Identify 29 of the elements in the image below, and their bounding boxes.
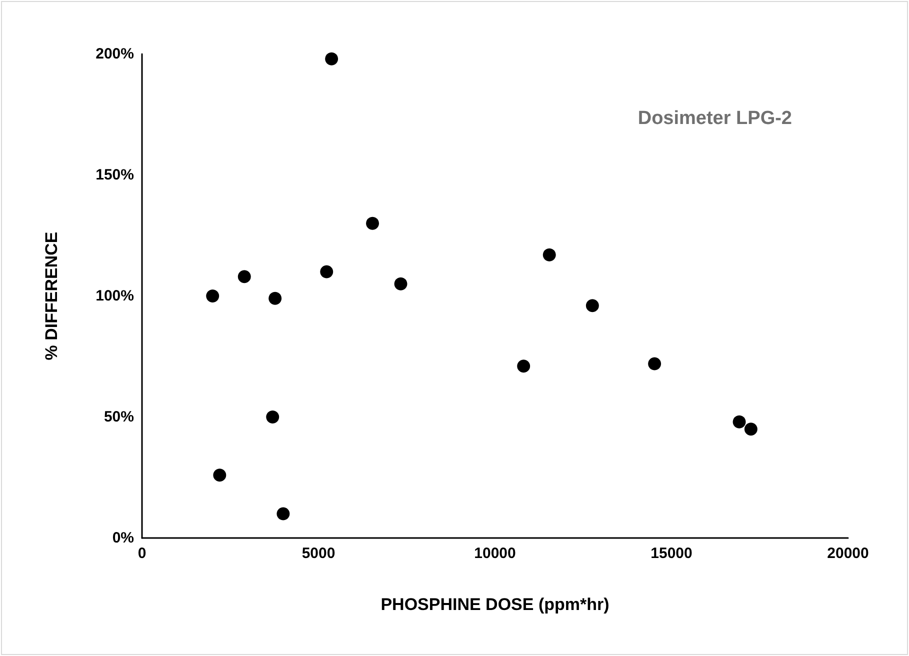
y-tick-label: 50% (104, 408, 134, 426)
point (542, 248, 556, 262)
x-tick-label: 0 (138, 545, 146, 562)
x-tick-label: 10000 (474, 545, 516, 562)
point (268, 292, 282, 305)
y-axis-title: % DIFFERENCE (42, 232, 61, 360)
point (320, 265, 334, 278)
point (325, 52, 338, 66)
point (586, 299, 599, 312)
y-tick-label: 0% (112, 530, 134, 546)
point (266, 410, 280, 424)
point (744, 422, 758, 436)
x-tick-label: 5000 (302, 545, 336, 562)
point (213, 468, 226, 482)
point (394, 277, 408, 290)
x-axis-title: PHOSPHINE DOSE (ppm*hr) (380, 595, 610, 614)
x-tick-label: 15000 (650, 545, 692, 562)
point (206, 290, 220, 302)
point (238, 270, 251, 284)
x-tick-label: 20000 (827, 545, 869, 562)
y-tick-label: 150% (96, 166, 134, 184)
y-tick-label: 200% (96, 46, 134, 62)
point (366, 216, 380, 230)
point (648, 357, 662, 370)
point (276, 507, 290, 520)
point (732, 415, 746, 428)
annotation: Dosimeter LPG-2 (638, 108, 792, 129)
point (517, 360, 530, 373)
y-tick-label: 100% (96, 288, 134, 304)
